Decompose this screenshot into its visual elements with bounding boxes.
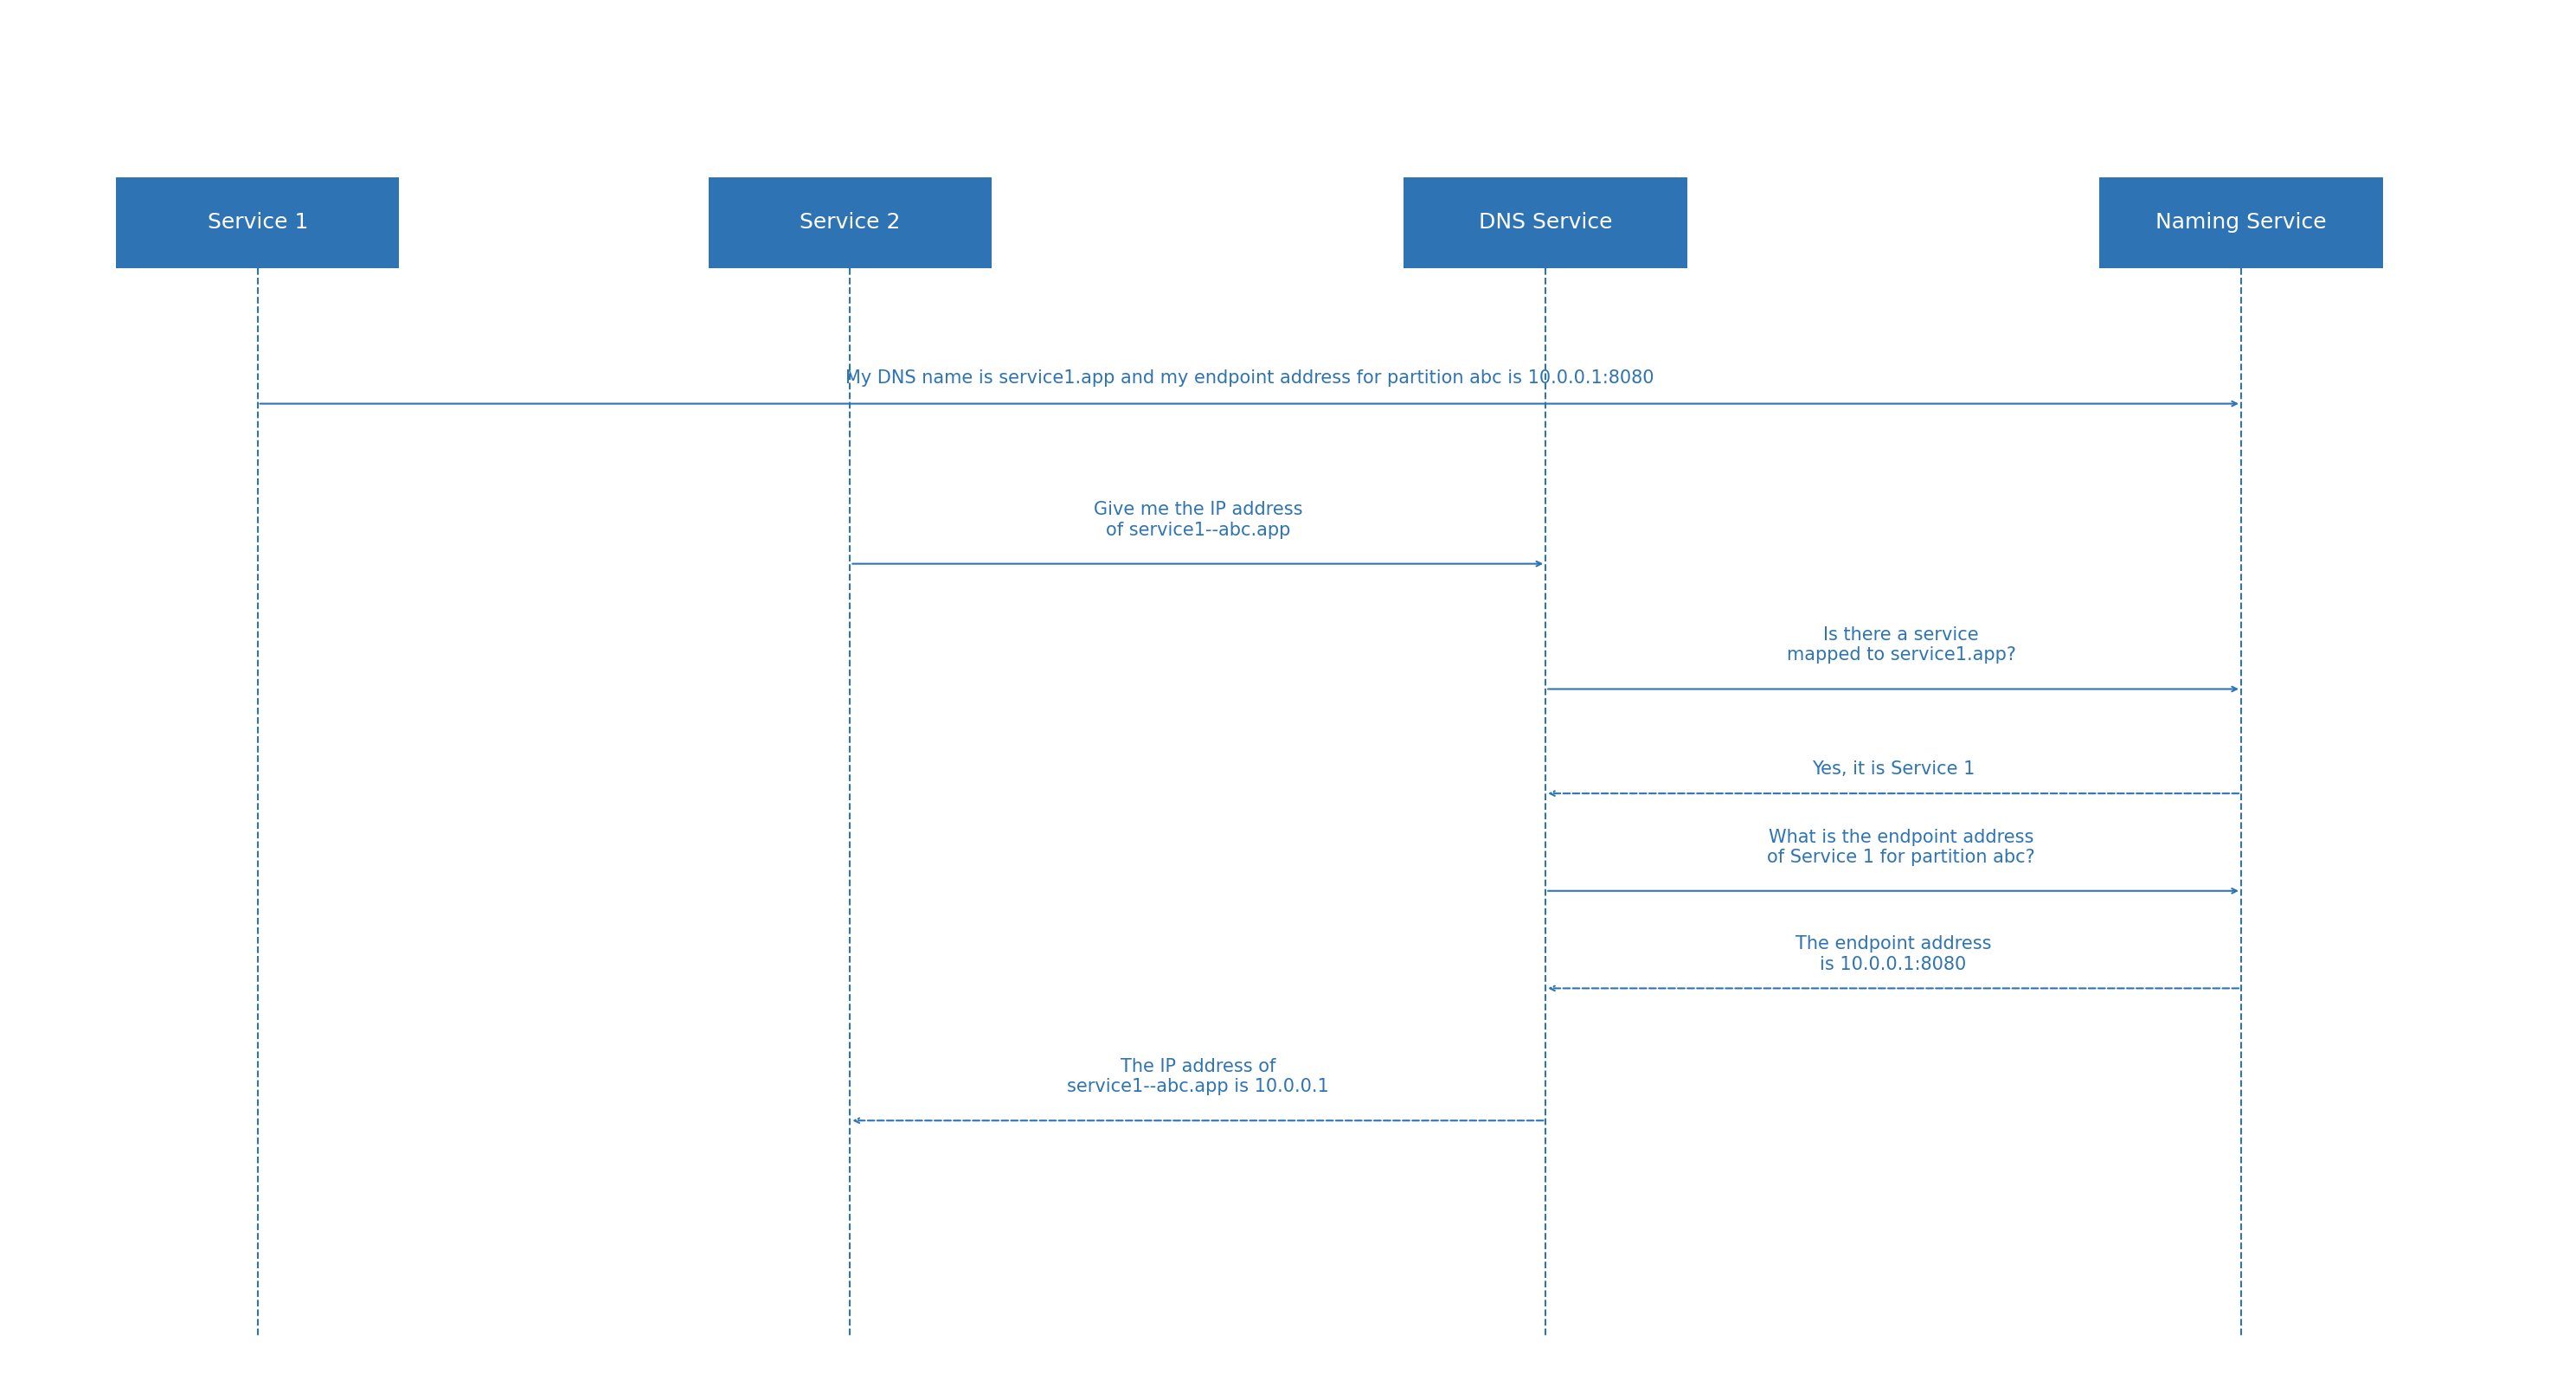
- Text: DNS Service: DNS Service: [1479, 213, 1613, 232]
- FancyBboxPatch shape: [2099, 177, 2383, 269]
- Text: The IP address of
service1--abc.app is 10.0.0.1: The IP address of service1--abc.app is 1…: [1066, 1058, 1329, 1096]
- Text: Naming Service: Naming Service: [2156, 213, 2326, 232]
- Text: Service 1: Service 1: [206, 213, 309, 232]
- Text: My DNS name is service1.app and my endpoint address for partition abc is 10.0.0.: My DNS name is service1.app and my endpo…: [845, 370, 1654, 387]
- Text: Yes, it is Service 1: Yes, it is Service 1: [1811, 761, 1976, 778]
- Text: Service 2: Service 2: [799, 213, 902, 232]
- Text: Is there a service
mapped to service1.app?: Is there a service mapped to service1.ap…: [1785, 626, 2017, 664]
- Text: The endpoint address
is 10.0.0.1:8080: The endpoint address is 10.0.0.1:8080: [1795, 935, 1991, 973]
- FancyBboxPatch shape: [1404, 177, 1687, 269]
- Text: What is the endpoint address
of Service 1 for partition abc?: What is the endpoint address of Service …: [1767, 828, 2035, 866]
- FancyBboxPatch shape: [708, 177, 992, 269]
- FancyBboxPatch shape: [116, 177, 399, 269]
- Text: Give me the IP address
of service1--abc.app: Give me the IP address of service1--abc.…: [1092, 501, 1303, 539]
